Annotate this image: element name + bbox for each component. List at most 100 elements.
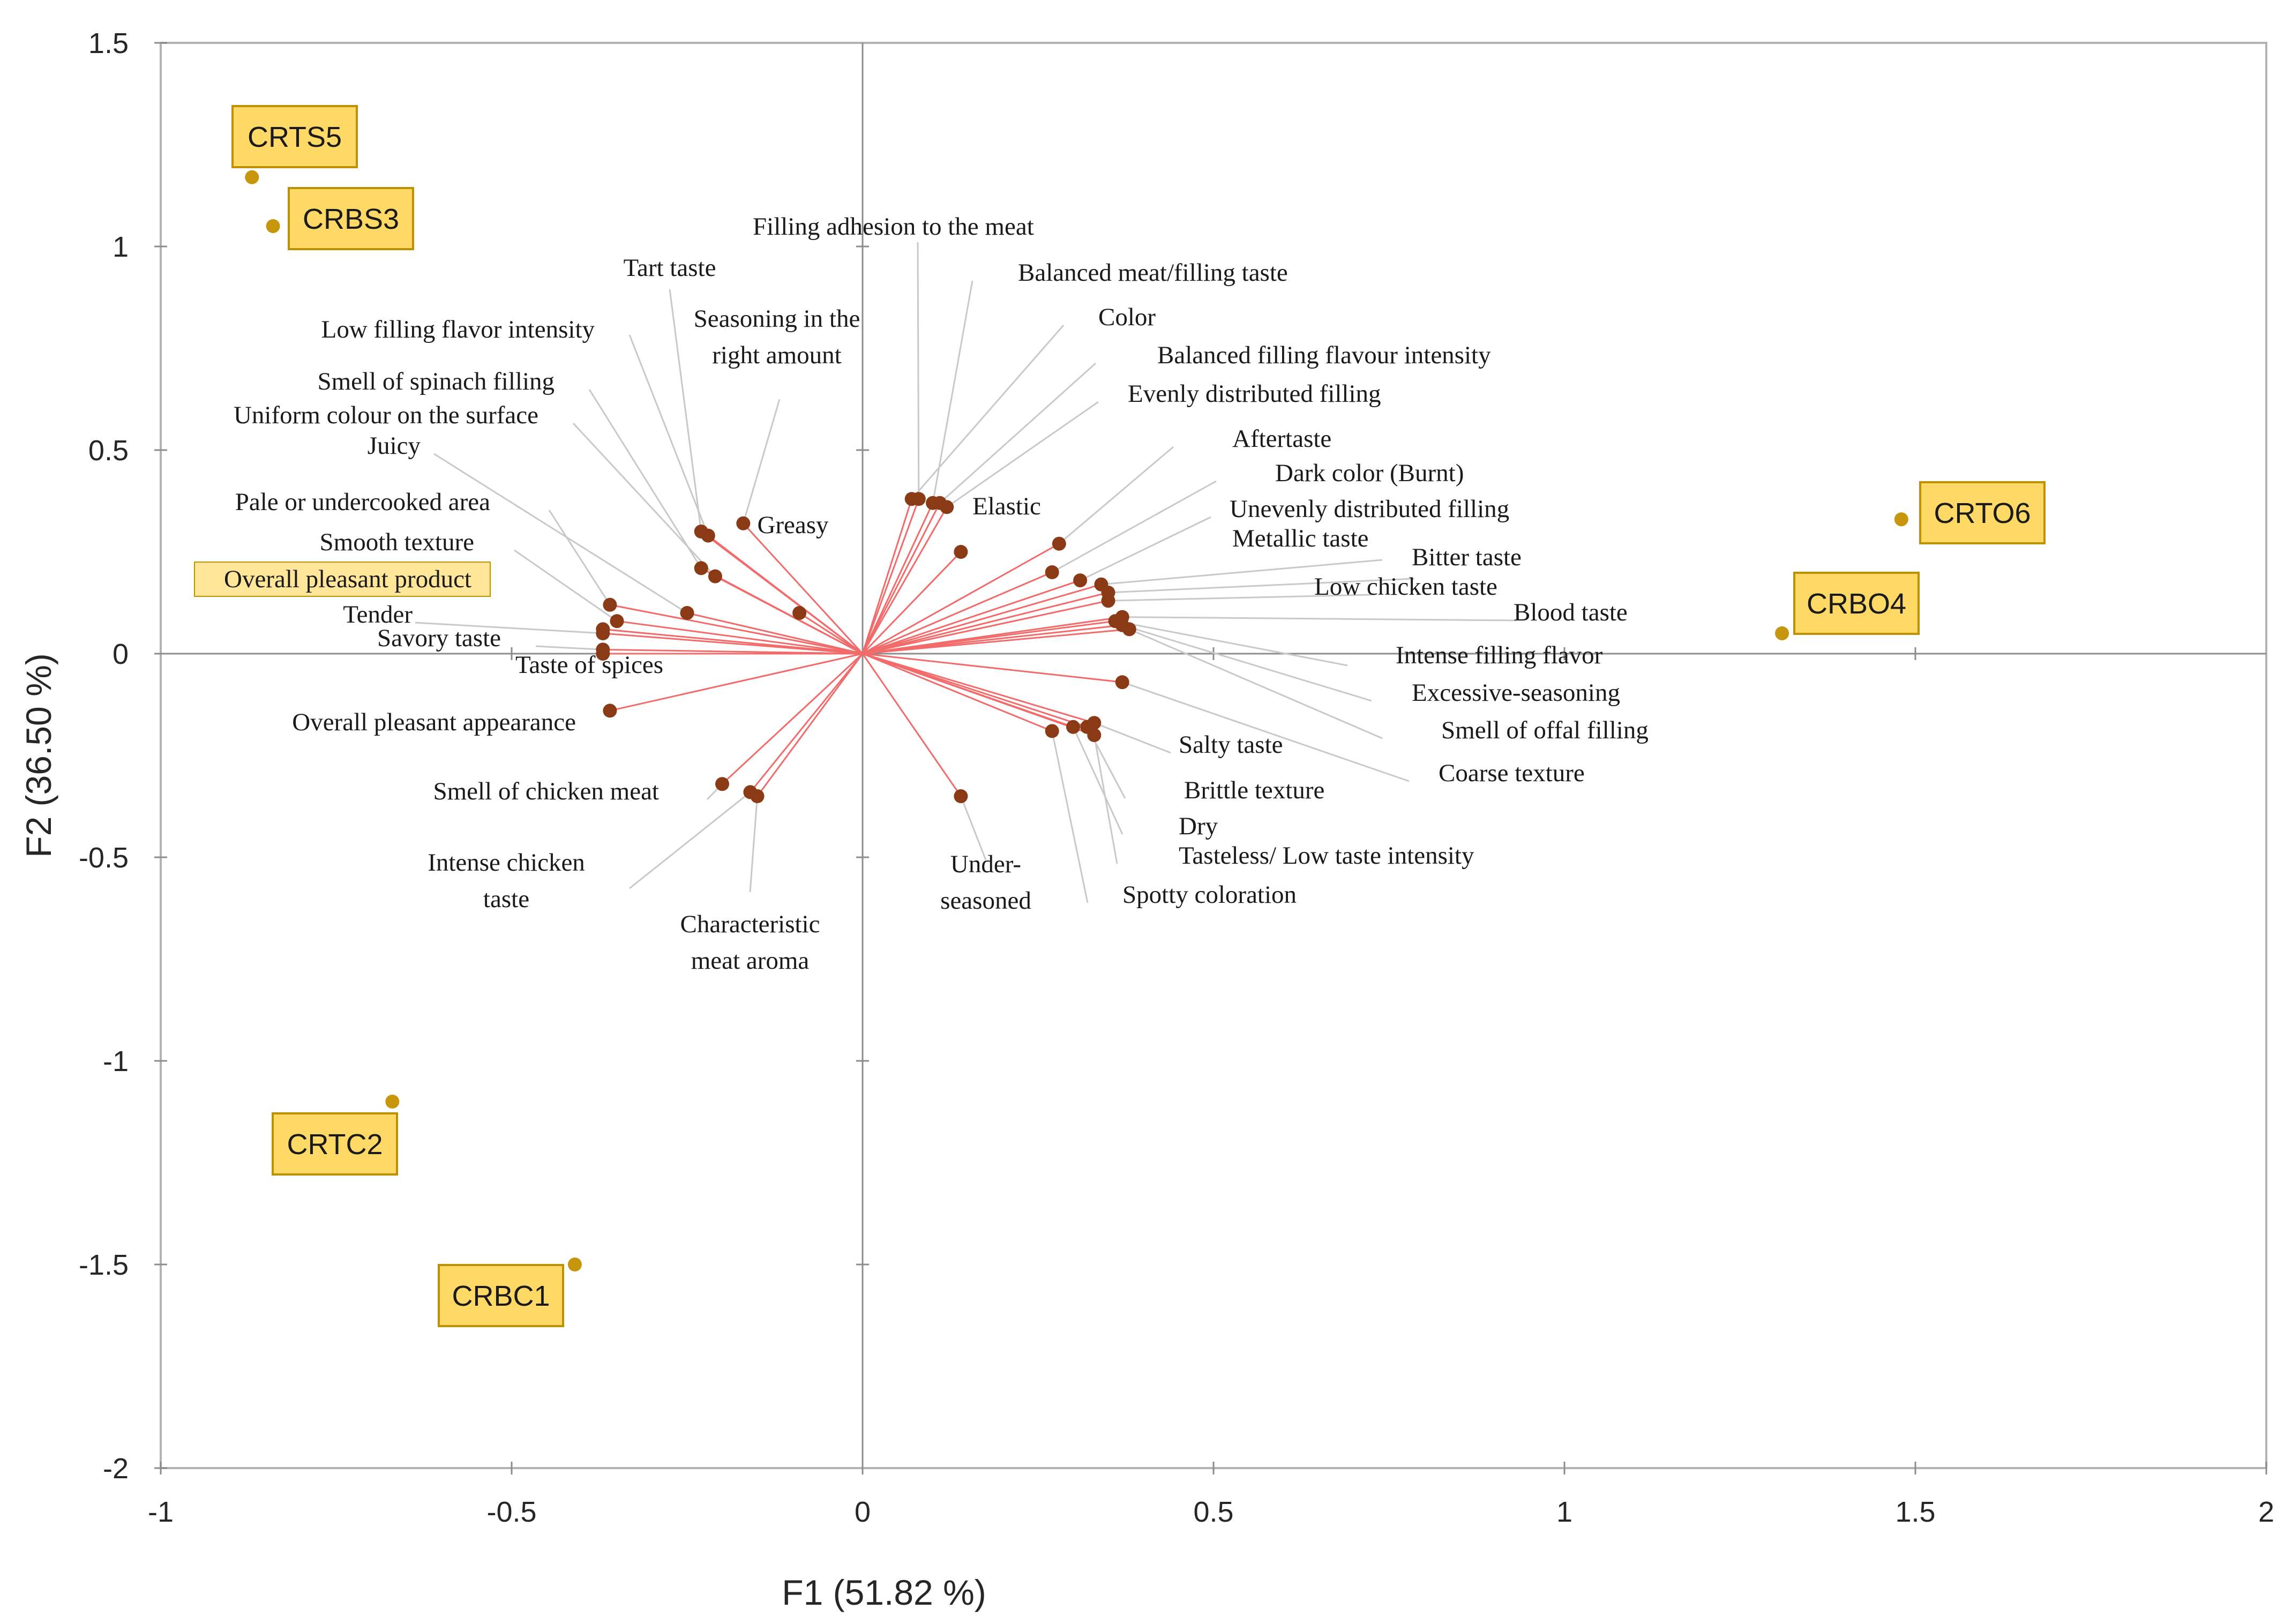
variable-label-coarse-texture: Coarse texture — [1439, 759, 1585, 787]
variable-point-characteristic-meat-aroma — [750, 789, 765, 803]
leader-line — [960, 796, 987, 860]
vector-coarse-texture — [862, 653, 1122, 683]
x-tick-label: 0.5 — [1193, 1496, 1233, 1528]
variable-point-aftertaste — [1052, 536, 1066, 551]
leader-line — [572, 422, 716, 577]
variable-label-smell-of-spinach-filling: Smell of spinach filling — [317, 368, 555, 395]
y-tick-label: -2 — [103, 1453, 129, 1485]
variable-label-dark-color-burnt: Dark color (Burnt) — [1275, 459, 1464, 487]
variable-label-brittle-texture: Brittle texture — [1184, 776, 1324, 804]
variable-label-evenly-distributed-filling: Evenly distributed filling — [1128, 380, 1381, 408]
vector-evenly-distributed-filling — [862, 506, 948, 654]
variable-label-filling-adhesion-to-the-meat: Filling adhesion to the meat — [753, 213, 1034, 241]
vector-characteristic-meat-aroma — [756, 653, 864, 797]
vector-elastic — [862, 551, 962, 655]
leader-line — [1108, 594, 1372, 602]
leader-line — [669, 289, 702, 532]
variable-point-dry — [1066, 720, 1080, 734]
variable-labels: Filling adhesion to the meat Balanced mea… — [194, 213, 1649, 975]
variable-label-balanced-meat-filling-taste: Balanced meat/filling taste — [1018, 259, 1288, 287]
x-axis-title: F1 (51.82 %) — [782, 1573, 986, 1612]
variable-points — [596, 492, 1136, 803]
observation-label-box — [438, 1264, 564, 1327]
observation-label-crtc2: CRTC2 — [287, 1128, 383, 1161]
variable-label-taste-of-spices: Taste of spices — [515, 651, 663, 679]
x-tick-label: 0 — [855, 1496, 871, 1528]
leader-line — [1122, 681, 1410, 782]
leader-line — [1108, 578, 1415, 594]
variable-point-taste-of-spices — [596, 647, 610, 661]
vector-aftertaste — [862, 543, 1060, 655]
leader-line — [514, 549, 618, 622]
variable-label-smell-of-chicken-meat: Smell of chicken meat — [433, 777, 659, 805]
variable-label-aftertaste: Aftertaste — [1232, 425, 1331, 453]
leader-line — [1093, 735, 1118, 864]
leader-line — [629, 791, 751, 889]
leader-line — [415, 622, 603, 634]
observation-points — [245, 170, 1908, 1271]
observation-label-box — [1919, 481, 2046, 544]
variable-label-pale-or-undercooked-area: Pale or undercooked area — [235, 488, 490, 516]
observation-label-box — [288, 187, 414, 250]
variable-point-smell-of-spinach-filling — [694, 561, 708, 575]
y-tick-label: -1 — [103, 1045, 129, 1077]
vector-greasy — [799, 612, 863, 655]
x-tick-label: 1.5 — [1895, 1496, 1935, 1528]
vector-uniform-colour-on-the-surface — [715, 575, 863, 655]
leader-line — [946, 401, 1099, 508]
vector-filling-adhesion-to-the-meat — [862, 498, 920, 654]
leader-line — [535, 645, 603, 650]
variable-point-unevenly-distributed-filling — [1073, 573, 1088, 588]
y-tick-label: -0.5 — [79, 842, 129, 874]
variable-label-tasteless-low-taste-intensity: Tasteless/ Low taste intensity — [1179, 842, 1474, 870]
vector-balanced-filling-flavour-intensity — [862, 503, 941, 654]
vector-metallic-taste — [862, 583, 1102, 655]
variable-label-elastic: Elastic — [972, 492, 1041, 520]
y-tick-labels: 1.5 1 0.5 0 -0.5 -1 -1.5 -2 — [79, 27, 129, 1485]
variable-label-savory-taste: Savory taste — [377, 624, 501, 652]
vector-tender — [603, 632, 863, 655]
highlight-box — [194, 562, 491, 597]
vector-salty-taste — [862, 653, 1095, 724]
leader-line — [1122, 616, 1517, 622]
y-tick-label: 0 — [113, 638, 129, 670]
vector-low-chicken-taste — [862, 600, 1108, 655]
leader-line — [1051, 731, 1089, 903]
variable-label-low-filling-flavor-intensity: Low filling flavor intensity — [321, 316, 595, 343]
vector-juicy — [687, 612, 863, 655]
vector-color — [862, 498, 913, 654]
variable-point-coarse-texture — [1115, 675, 1129, 690]
leader-line — [911, 325, 1065, 500]
variable-label-blood-taste: Blood taste — [1514, 598, 1628, 626]
variable-point-smell-of-offal-filling — [1122, 622, 1136, 637]
variable-label-color: Color — [1098, 303, 1156, 331]
variable-label-smell-of-offal-filling: Smell of offal filling — [1441, 716, 1649, 744]
vector-spotty-coloration — [862, 653, 1053, 732]
leader-line — [917, 242, 920, 499]
variable-point-juicy — [680, 606, 694, 620]
variable-label-low-chicken-taste: Low chicken taste — [1314, 573, 1497, 601]
vector-under-seasoned — [862, 653, 962, 797]
variable-label-balanced-filling-flavour-intensity: Balanced filling flavour intensity — [1157, 341, 1491, 369]
vector-seasoning-in-the-right-amount — [743, 522, 864, 655]
variable-label-juicy: Juicy — [368, 432, 421, 460]
leader-line — [932, 280, 973, 504]
variable-label-seasoning-in-the-right-amount: Seasoning in the right amount — [694, 305, 860, 369]
leader-line — [1129, 628, 1383, 739]
x-tick-label: 1 — [1556, 1496, 1572, 1528]
y-tick-label: -1.5 — [79, 1249, 129, 1281]
axis-ticks — [154, 42, 2267, 1475]
variable-point-low-filling-flavor-intensity — [701, 528, 715, 543]
variable-label-dry: Dry — [1179, 812, 1218, 840]
variable-label-tender: Tender — [343, 601, 413, 628]
variable-point-under-seasoned — [954, 789, 968, 803]
x-tick-label: 2 — [2258, 1496, 2274, 1528]
observation-label-crbc1: CRBC1 — [452, 1280, 550, 1312]
vector-tasteless-low-taste-intensity — [862, 653, 1095, 736]
variable-point-uniform-colour-on-the-surface — [708, 569, 722, 583]
variable-point-spotty-coloration — [1045, 724, 1059, 738]
variable-label-under-seasoned: Under-seasoned — [940, 850, 1031, 915]
variable-point-dark-color-burnt — [1045, 565, 1059, 579]
variable-point-smell-of-chicken-meat — [715, 777, 729, 791]
